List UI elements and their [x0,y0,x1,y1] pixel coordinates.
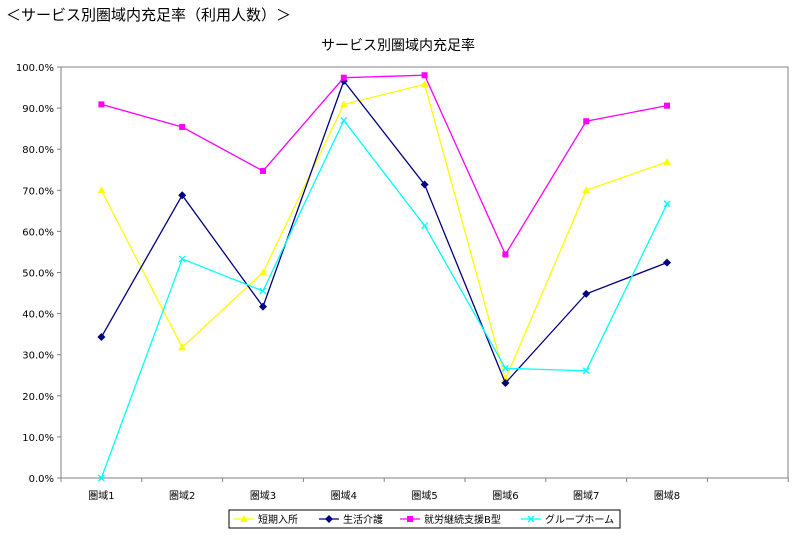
data-point [501,379,510,388]
y-tick-label: 40.0% [22,310,54,321]
data-point [259,287,267,295]
legend-entry: 就労継続支援B型 [400,513,501,526]
y-tick-label: 70.0% [22,186,54,197]
data-point [97,333,106,342]
data-point [97,474,105,482]
data-point [420,80,429,88]
series-line [100,83,668,382]
data-point [178,191,187,200]
data-point [325,515,333,523]
x-tick-label: 圏域1 [88,489,114,502]
data-point [98,101,105,108]
x-tick-label: 圏域8 [654,489,680,502]
y-tick-label: 0.0% [29,474,54,485]
y-tick-label: 10.0% [22,433,54,444]
data-point [421,222,429,230]
y-tick-label: 80.0% [22,145,54,156]
series-line [100,119,668,479]
legend-entry: 短期入所 [234,513,298,526]
data-point [339,100,348,108]
data-point [502,251,509,258]
data-point [663,200,671,208]
data-point [260,167,266,174]
legend-label: 就労継続支援B型 [424,513,501,526]
page-heading: ＜サービス別圏域内充足率（利用人数）＞ [6,6,292,24]
data-point [527,515,535,523]
legend-entry: 生活介護 [319,513,383,526]
series-line [101,74,668,256]
x-axis: 圏域1 圏域2 圏域3 圏域4 圏域5 圏域6 圏域7 圏域8 [60,478,789,502]
x-tick-label: 圏域4 [331,489,357,502]
y-tick-label: 100.0% [16,63,54,74]
data-point [420,180,429,189]
data-point [407,516,413,522]
y-tick-label: 30.0% [22,351,54,362]
y-tick-label: 90.0% [22,104,54,115]
data-point [259,302,267,311]
data-point [259,268,267,276]
data-point [97,186,106,194]
series-line [100,79,668,385]
data-point [178,343,187,351]
data-point [178,255,186,263]
y-tick-label: 50.0% [22,269,54,280]
data-point [179,124,186,131]
data-point [663,157,671,165]
y-axis: 0.0% 10.0% 20.0% 30.0% 40.0% 50.0% 60.0% 70.0% 8… [16,63,61,485]
data-point [583,118,590,125]
series-layer [97,72,671,482]
y-tick-label: 20.0% [22,392,54,403]
data-point [421,72,428,79]
data-point [582,367,590,375]
legend-label: 生活介護 [343,513,383,526]
data-point [240,515,248,522]
data-point [664,102,670,109]
data-point [582,186,591,194]
legend: 短期入所 生活介護 就労継続支援B型 グループホーム [228,509,621,529]
x-tick-label: 圏域5 [411,489,437,502]
plot-area [60,66,789,479]
y-tick-label: 60.0% [22,227,54,238]
legend-label: 短期入所 [258,513,298,526]
data-point [663,258,671,267]
legend-label: グループホーム [545,513,614,526]
x-tick-label: 圏域6 [492,489,518,502]
chart-title: サービス別圏域内充足率 [321,37,475,54]
x-tick-label: 圏域3 [250,489,276,502]
x-tick-label: 圏域2 [169,489,195,502]
data-point [501,364,509,372]
legend-box [228,509,621,529]
x-tick-label: 圏域7 [573,489,599,502]
data-point [582,289,591,298]
data-point [340,116,348,124]
legend-entry: グループホーム [521,513,614,526]
data-point [340,74,347,81]
